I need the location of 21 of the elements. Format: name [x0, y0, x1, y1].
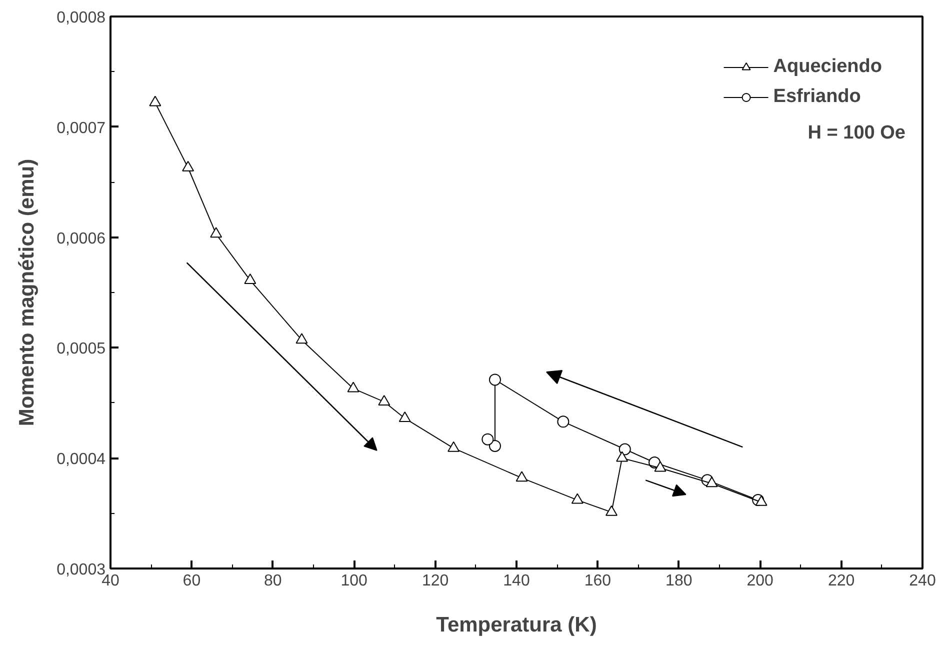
legend-label: Esfriando	[773, 86, 861, 108]
x-tick-label: 220	[828, 572, 855, 590]
y-tick-label: 0,0006	[56, 230, 106, 248]
y-axis-title: Momento magnético (emu)	[16, 158, 39, 426]
x-tick-label: 180	[666, 572, 692, 590]
legend-label: Aqueciendo	[773, 56, 882, 78]
annotation: H = 100 Oe	[808, 122, 906, 144]
x-tick-label: 100	[340, 572, 368, 590]
x-tick-label: 140	[503, 572, 530, 590]
y-tick-label: 0,0004	[56, 451, 106, 468]
x-tick-label: 60	[182, 572, 201, 590]
x-tick-label: 200	[746, 572, 774, 590]
y-tick-label: 0,0005	[56, 340, 106, 358]
y-tick-label: 0,0003	[56, 562, 106, 578]
x-tick-label: 120	[422, 572, 449, 590]
y-tick-label: 0,0008	[56, 10, 106, 26]
x-tick-label: 80	[264, 572, 282, 590]
x-tick-label: 240	[909, 572, 936, 590]
y-tick-label: 0,0007	[56, 120, 106, 137]
x-tick-label: 160	[584, 572, 612, 590]
x-axis-title: Temperatura (K)	[436, 614, 597, 636]
